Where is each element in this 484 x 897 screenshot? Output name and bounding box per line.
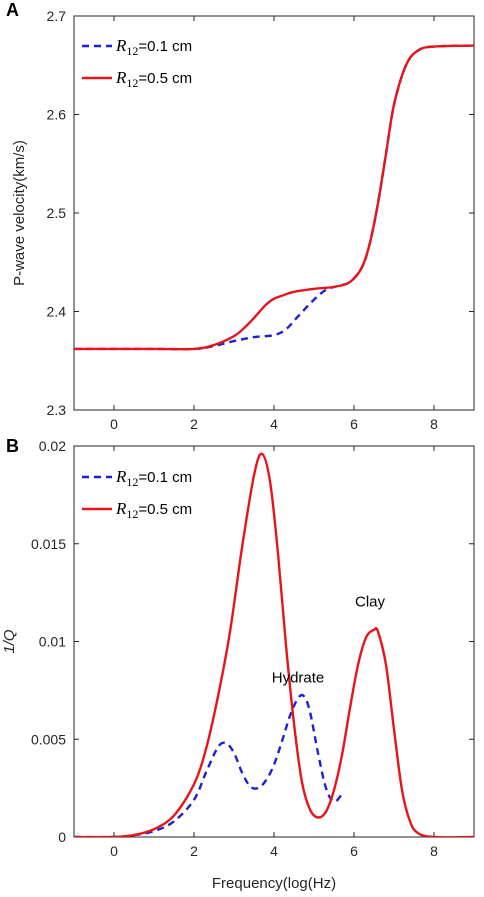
legend-symbol: R — [115, 467, 127, 486]
panel-label: A — [6, 0, 19, 20]
chart-panel-b: 0 2 4 6 8 0 0.005 0.01 0.015 0.02 B 1/Q Frequency(lo… — [1, 436, 475, 892]
x-tick-label: 6 — [350, 416, 358, 432]
x-tick-label: 0 — [110, 416, 118, 432]
legend-value: =0.5 cm — [138, 70, 192, 87]
y-tick-label: 2.4 — [47, 304, 67, 320]
y-tick-label: 0 — [58, 829, 66, 845]
series-line-2 — [74, 452, 474, 837]
y-tick-label: 0.015 — [31, 536, 66, 552]
x-tick-label: 0 — [110, 843, 118, 859]
legend-value: =0.1 cm — [138, 469, 192, 486]
x-tick-label: 2 — [190, 843, 198, 859]
chart-panel-a: 0 2 4 6 8 2.3 2.4 2.5 2.6 2.7 A P-wave velocity(km/… — [6, 0, 475, 432]
legend-subscript: 12 — [126, 44, 138, 58]
legend-symbol: R — [115, 499, 127, 518]
y-axis-label: 1/Q — [1, 629, 18, 654]
x-axis-label: Frequency(log(Hz) — [212, 875, 336, 892]
y-tick-label: 2.6 — [47, 107, 67, 123]
legend-value: =0.1 cm — [138, 38, 192, 55]
annotation-hydrate: Hydrate — [272, 670, 325, 687]
legend-value: =0.5 cm — [138, 501, 192, 518]
legend-entry-2: R12=0.5 cm — [115, 68, 192, 90]
series-line-1 — [74, 44, 474, 351]
x-tick-label: 8 — [430, 843, 438, 859]
x-tick-label: 6 — [350, 843, 358, 859]
legend-subscript: 12 — [126, 507, 138, 521]
x-tick-label: 2 — [190, 416, 198, 432]
y-tick-label: 2.7 — [47, 8, 67, 24]
annotation-clay: Clay — [355, 593, 386, 610]
y-tick-label: 2.5 — [47, 205, 67, 221]
y-tick-label: 0.005 — [31, 731, 66, 747]
y-axis-label: P-wave velocity(km/s) — [11, 140, 28, 286]
legend-symbol: R — [115, 36, 127, 55]
legend-entry-1: R12=0.1 cm — [115, 36, 192, 58]
y-tick-label: 0.02 — [39, 438, 66, 454]
legend-entry-1: R12=0.1 cm — [115, 467, 192, 489]
series-line-2 — [74, 44, 474, 351]
x-tick-label: 4 — [270, 843, 278, 859]
panel-label: B — [6, 436, 19, 456]
legend-entry-2: R12=0.5 cm — [115, 499, 192, 521]
series-line-1 — [74, 693, 343, 837]
legend-subscript: 12 — [126, 76, 138, 90]
y-tick-label: 2.3 — [47, 402, 67, 418]
legend-subscript: 12 — [126, 475, 138, 489]
x-tick-label: 4 — [270, 416, 278, 432]
legend-symbol: R — [115, 68, 127, 87]
y-tick-label: 0.01 — [39, 634, 66, 650]
x-tick-label: 8 — [430, 416, 438, 432]
